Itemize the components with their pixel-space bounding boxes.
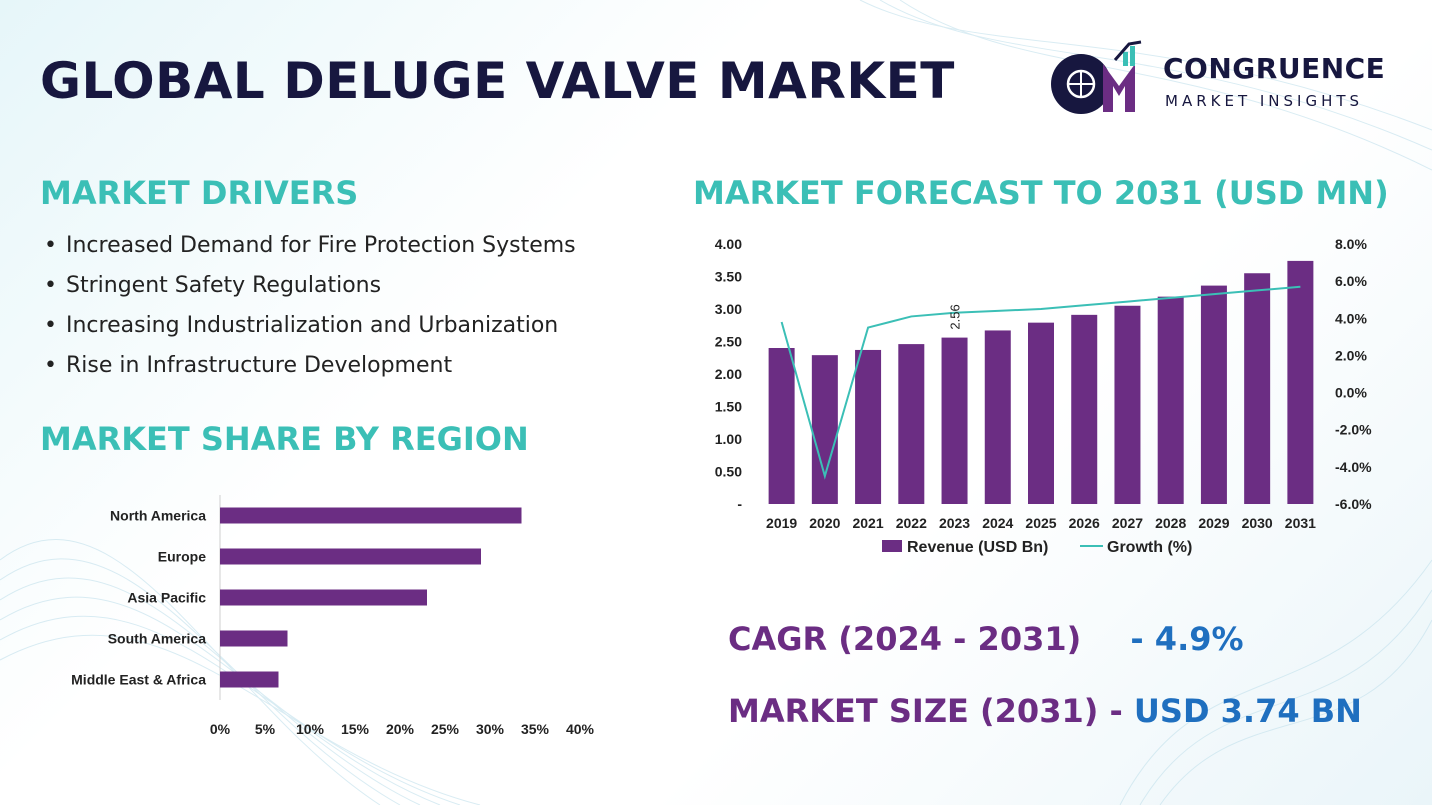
right-y-tick: -6.0% (1335, 496, 1372, 512)
year-tick: 2027 (1112, 515, 1143, 531)
year-tick: 2030 (1242, 515, 1273, 531)
legend-revenue-label: Revenue (USD Bn) (907, 539, 1048, 556)
year-tick: 2031 (1285, 515, 1316, 531)
region-label: Europe (158, 549, 206, 565)
revenue-bar (768, 348, 795, 504)
region-x-tick: 35% (521, 721, 550, 737)
market-size-value: USD 3.74 BN (1133, 692, 1362, 730)
forecast-heading: MARKET FORECAST TO 2031 (USD MN) (693, 174, 1389, 212)
driver-item: Stringent Safety Regulations (44, 270, 576, 310)
region-bar (220, 507, 522, 524)
revenue-bar (1114, 305, 1141, 504)
year-tick: 2021 (852, 515, 883, 531)
cagr-value: - 4.9% (1130, 620, 1244, 658)
right-y-tick: 6.0% (1335, 273, 1367, 289)
right-y-tick: -2.0% (1335, 422, 1372, 438)
revenue-bar (855, 349, 882, 504)
region-bar (220, 671, 279, 688)
revenue-bar (898, 344, 925, 504)
left-y-tick: 3.00 (715, 301, 742, 317)
region-x-tick: 20% (386, 721, 415, 737)
region-x-tick: 15% (341, 721, 370, 737)
market-size-kpi: MARKET SIZE (2031) - USD 3.74 BN (728, 692, 1362, 730)
logo-name: CONGRUENCE (1163, 52, 1386, 85)
right-y-tick: -4.0% (1335, 459, 1372, 475)
legend-revenue-swatch (882, 540, 902, 552)
year-tick: 2029 (1198, 515, 1229, 531)
year-tick: 2028 (1155, 515, 1186, 531)
revenue-bar (1287, 260, 1314, 504)
cagr-label: CAGR (2024 - 2031) (728, 620, 1082, 658)
logo-tagline: MARKET INSIGHTS (1165, 92, 1364, 110)
drivers-heading: MARKET DRIVERS (40, 174, 359, 212)
driver-item: Increasing Industrialization and Urbaniz… (44, 310, 576, 350)
logo-mark-icon (1051, 40, 1142, 114)
year-tick: 2019 (766, 515, 797, 531)
revenue-bar (1071, 314, 1098, 504)
revenue-bar (941, 337, 968, 504)
driver-item: Increased Demand for Fire Protection Sys… (44, 230, 576, 270)
right-y-tick: 0.0% (1335, 385, 1367, 401)
region-label: North America (110, 508, 206, 524)
region-bar (220, 548, 481, 565)
revenue-bar (1028, 322, 1054, 504)
market-size-label: MARKET SIZE (2031) (728, 692, 1099, 730)
market-size-separator: - (1109, 692, 1123, 730)
driver-item: Rise in Infrastructure Development (44, 350, 576, 390)
drivers-list: Increased Demand for Fire Protection Sys… (44, 230, 576, 390)
forecast-chart: - 0.50 1.00 1.50 2.00 2.50 3.00 3.50 4.00 -6.0% -4… (715, 236, 1372, 556)
right-y-tick: 2.0% (1335, 347, 1367, 363)
region-x-tick: 5% (255, 721, 276, 737)
left-y-tick: 1.00 (715, 431, 742, 447)
right-y-tick: 8.0% (1335, 236, 1367, 252)
year-tick: 2020 (809, 515, 840, 531)
cagr-kpi: CAGR (2024 - 2031) - 4.9% (728, 620, 1244, 658)
legend-growth-label: Growth (%) (1107, 539, 1192, 556)
left-y-tick: 1.50 (715, 399, 742, 415)
region-x-tick: 30% (476, 721, 505, 737)
left-y-tick: 0.50 (715, 464, 742, 480)
region-share-chart: North America Europe Asia Pacific South Ame… (71, 495, 595, 737)
region-bar (220, 589, 427, 606)
growth-line (780, 285, 1301, 480)
region-bar (220, 630, 288, 647)
region-label: Asia Pacific (127, 590, 206, 606)
left-y-tick: 3.50 (715, 269, 742, 285)
right-y-tick: 4.0% (1335, 310, 1367, 326)
year-tick: 2023 (939, 515, 970, 531)
region-label: Middle East & Africa (71, 672, 206, 688)
revenue-bar (984, 330, 1011, 504)
year-tick: 2024 (982, 515, 1013, 531)
revenue-bar (1200, 285, 1227, 504)
revenue-bar (1244, 273, 1271, 504)
region-label: South America (108, 631, 206, 647)
region-x-tick: 25% (431, 721, 460, 737)
left-y-tick: - (737, 496, 742, 512)
bar-data-label: 2.56 (948, 304, 963, 329)
left-y-tick: 2.50 (715, 334, 742, 350)
region-share-heading: MARKET SHARE BY REGION (40, 420, 529, 458)
region-x-tick: 10% (296, 721, 325, 737)
region-x-tick: 40% (566, 721, 595, 737)
page-title: GLOBAL DELUGE VALVE MARKET (40, 52, 955, 110)
year-tick: 2025 (1025, 515, 1056, 531)
company-logo: CONGRUENCE MARKET INSIGHTS (1045, 40, 1395, 118)
revenue-bar (1157, 296, 1184, 504)
year-tick: 2022 (896, 515, 927, 531)
revenue-bar (811, 355, 838, 504)
left-y-tick: 2.00 (715, 366, 742, 382)
region-x-tick: 0% (210, 721, 231, 737)
left-y-tick: 4.00 (715, 236, 742, 252)
year-tick: 2026 (1069, 515, 1100, 531)
